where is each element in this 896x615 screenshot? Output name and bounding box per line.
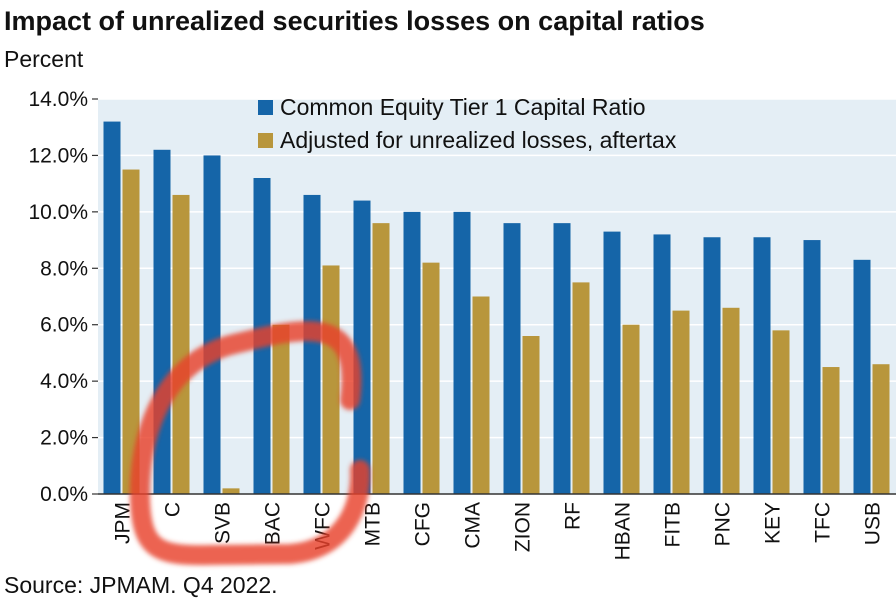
bar-adjusted-hban bbox=[622, 324, 640, 494]
x-tick-label: ZION bbox=[512, 502, 535, 552]
legend-label: Adjusted for unrealized losses, aftertax bbox=[280, 127, 677, 153]
x-tick-label: KEY bbox=[762, 502, 785, 544]
x-tick-label: FITB bbox=[662, 502, 685, 548]
x-tick-label: MTB bbox=[362, 502, 385, 546]
y-tick-label: 4.0% bbox=[40, 370, 88, 393]
x-axis: JPM C SVB BAC WFC MTB CFG CMA ZION RF HBAN FITB PNC K… bbox=[112, 502, 885, 560]
bar-cet1-cma bbox=[453, 211, 471, 494]
bar-cet1-tfc bbox=[803, 240, 821, 494]
bar-adjusted-c bbox=[172, 194, 190, 494]
bar-adjusted-wfc bbox=[322, 265, 340, 494]
red-circle-annotation bbox=[129, 321, 371, 566]
legend: Common Equity Tier 1 Capital Ratio Adjust… bbox=[258, 94, 677, 153]
x-tick-label: SVB bbox=[212, 502, 235, 544]
x-tick-label: HBAN bbox=[612, 502, 635, 560]
y-tick-label: 0.0% bbox=[40, 483, 88, 506]
bar-adjusted-zion bbox=[522, 336, 540, 494]
y-tick-label: 12.0% bbox=[28, 144, 88, 167]
bar-cet1-rf bbox=[553, 223, 571, 494]
y-tick-label: 14.0% bbox=[28, 88, 88, 111]
bar-cet1-wfc bbox=[303, 194, 321, 494]
x-tick-label: BAC bbox=[262, 502, 285, 545]
x-tick-label: USB bbox=[862, 502, 885, 545]
bar-adjusted-fitb bbox=[672, 310, 690, 494]
legend-swatch bbox=[258, 133, 273, 148]
legend-swatch bbox=[258, 100, 273, 115]
x-tick-label: TFC bbox=[812, 502, 835, 543]
bar-cet1-jpm bbox=[103, 121, 121, 495]
x-tick-label: CFG bbox=[412, 502, 435, 546]
y-axis: 0.0% 2.0% 4.0% 6.0% 8.0% 10.0% 12.0% 14.0% bbox=[28, 88, 98, 506]
bar-adjusted-key bbox=[772, 330, 790, 494]
y-tick-label: 10.0% bbox=[28, 201, 88, 224]
bar-adjusted-cma bbox=[472, 296, 490, 494]
bar-adjusted-pnc bbox=[722, 307, 740, 494]
bar-adjusted-tfc bbox=[822, 367, 840, 494]
bar-cet1-fitb bbox=[653, 234, 671, 494]
x-tick-label: RF bbox=[562, 502, 585, 530]
y-tick-label: 6.0% bbox=[40, 314, 88, 337]
legend-label: Common Equity Tier 1 Capital Ratio bbox=[280, 94, 646, 120]
bar-cet1-hban bbox=[603, 231, 621, 494]
bar-cet1-usb bbox=[853, 259, 871, 494]
y-tick-label: 8.0% bbox=[40, 257, 88, 280]
y-tick-label: 2.0% bbox=[40, 427, 88, 450]
bar-adjusted-svb bbox=[222, 488, 240, 494]
bar-cet1-cfg bbox=[403, 211, 421, 494]
bar-cet1-c bbox=[153, 149, 171, 495]
chart-unit-label: Percent bbox=[4, 46, 84, 72]
source-note: Source: JPMAM. Q4 2022. bbox=[4, 572, 278, 598]
bar-adjusted-mtb bbox=[372, 223, 390, 494]
x-tick-label: C bbox=[162, 502, 185, 517]
chart-title: Impact of unrealized securities losses o… bbox=[4, 6, 705, 36]
bar-adjusted-rf bbox=[572, 282, 590, 494]
bar-adjusted-cfg bbox=[422, 262, 440, 494]
bar-cet1-mtb bbox=[353, 200, 371, 495]
bar-cet1-key bbox=[753, 237, 771, 494]
x-tick-label: CMA bbox=[462, 502, 485, 549]
bar-adjusted-jpm bbox=[122, 169, 140, 495]
bar-adjusted-usb bbox=[872, 364, 890, 494]
bar-cet1-zion bbox=[503, 223, 521, 494]
bar-cet1-pnc bbox=[703, 237, 721, 494]
bar-adjusted-bac bbox=[272, 324, 290, 494]
bar-cet1-svb bbox=[203, 155, 221, 494]
x-tick-label: PNC bbox=[712, 502, 735, 546]
x-tick-label: JPM bbox=[112, 502, 135, 544]
